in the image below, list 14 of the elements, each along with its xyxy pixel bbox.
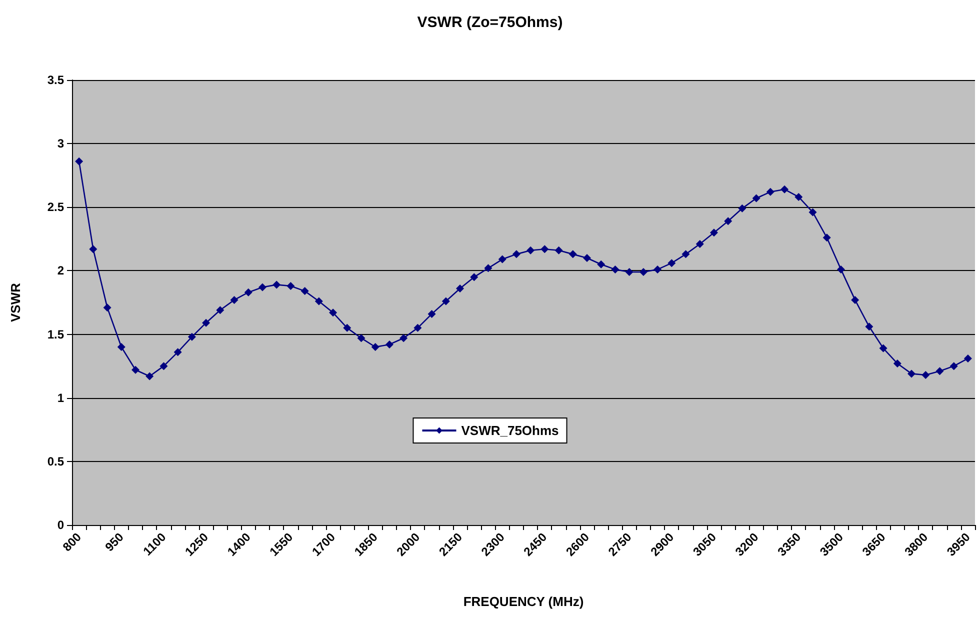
y-tick-label: 3.5: [47, 73, 64, 87]
y-tick-label: 2: [57, 264, 64, 278]
x-tick-label: 800: [60, 530, 84, 554]
y-tick-label: 1.5: [47, 327, 64, 342]
x-tick-label: 950: [102, 530, 127, 554]
y-tick-label: 0.5: [47, 454, 64, 468]
legend-label: VSWR_75Ohms: [461, 423, 559, 438]
chart-title: VSWR (Zo=75Ohms): [417, 14, 563, 31]
y-axis-title: VSWR: [8, 282, 23, 322]
y-tick-label: 3: [57, 136, 64, 151]
y-tick-label: 2.5: [47, 200, 64, 214]
y-tick-label: 0: [57, 518, 64, 532]
y-tick-label: 1: [57, 390, 64, 405]
x-axis-title: FREQUENCY (MHz): [463, 594, 584, 609]
